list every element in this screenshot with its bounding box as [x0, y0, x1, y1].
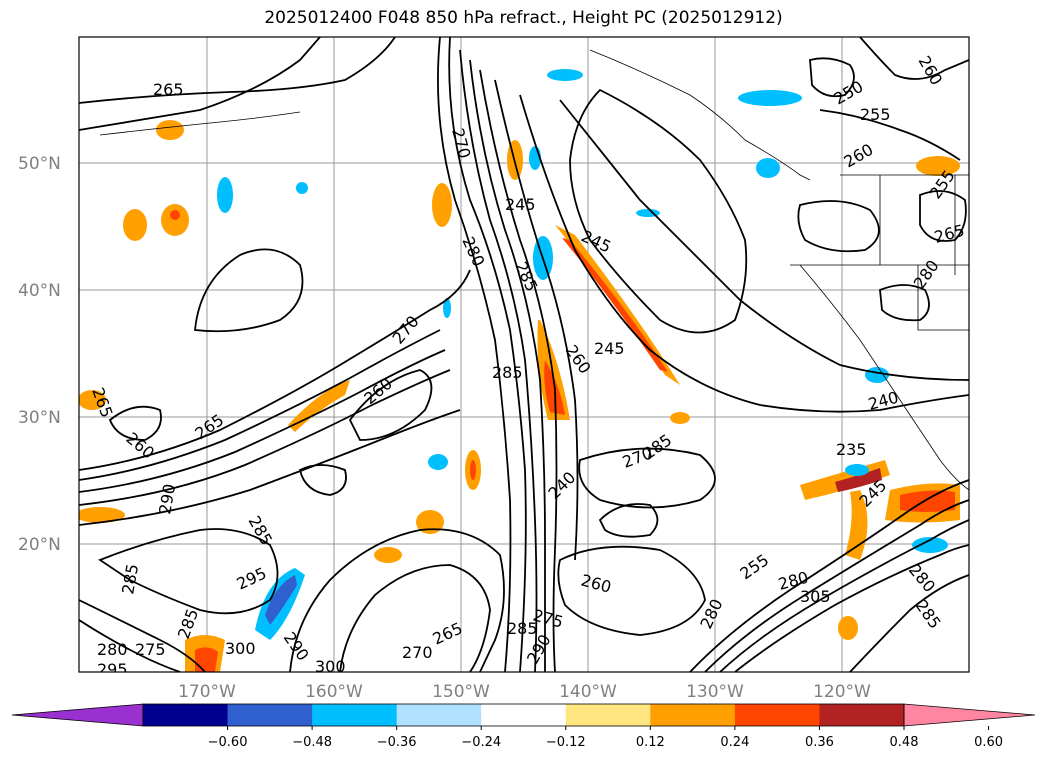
contour-label: 305	[800, 587, 831, 606]
lat-label: 30°N	[18, 408, 61, 428]
lon-label: 170°W	[178, 682, 236, 702]
colorbar-segment	[143, 704, 229, 726]
colorbar-tick-label: −0.60	[208, 735, 248, 750]
contour-label: 235	[836, 440, 867, 459]
lat-label: 50°N	[18, 154, 61, 174]
colorbar-segment	[396, 704, 482, 726]
contour-label: 285	[492, 363, 523, 382]
graticule	[79, 37, 969, 672]
height-contours	[79, 37, 969, 672]
lon-label: 140°W	[559, 682, 617, 702]
contour-label: 300	[315, 657, 346, 676]
colorbar-segment	[565, 704, 651, 726]
colorbar-frame	[142, 703, 905, 727]
colorbar-tick-label: 0.12	[636, 735, 665, 750]
lat-label: 40°N	[18, 281, 61, 301]
contour-label: 275	[135, 640, 166, 659]
lat-label: 20°N	[18, 535, 61, 555]
colorbar-extend-max	[903, 703, 1036, 727]
coastlines	[99, 49, 969, 491]
contour-label: 300	[225, 639, 256, 658]
colorbar-segment	[481, 704, 567, 726]
map-frame	[78, 36, 970, 673]
latitude-labels: 50°N 40°N 30°N 20°N	[18, 154, 61, 555]
colorbar-tick-label: −0.24	[461, 735, 501, 750]
colorbar-tick-label: 0.48	[890, 735, 919, 750]
lon-label: 160°W	[305, 682, 363, 702]
contour-label: 245	[594, 339, 625, 358]
contour-label: 265	[153, 80, 184, 99]
colorbar: −0.60 −0.48 −0.36 −0.24 −0.12 0.12 0.24 0.36 0.4…	[11, 703, 1036, 750]
lon-label: 120°W	[813, 682, 871, 702]
lon-label: 150°W	[432, 682, 490, 702]
colorbar-extend-min	[11, 703, 144, 727]
colorbar-tick-label: −0.36	[377, 735, 417, 750]
colorbar-segment	[227, 704, 313, 726]
colorbar-segment	[312, 704, 398, 726]
colorbar-segment	[819, 704, 905, 726]
colorbar-tick-label: −0.48	[292, 735, 332, 750]
chart-title: 2025012400 F048 850 hPa refract., Height…	[264, 8, 783, 28]
colorbar-tick-label: 0.36	[805, 735, 834, 750]
contour-label: 280	[97, 640, 128, 659]
contour-label: 285	[507, 619, 538, 638]
contour-label: 295	[97, 660, 128, 679]
colorbar-tick-label: −0.12	[546, 735, 586, 750]
lon-label: 130°W	[686, 682, 744, 702]
colorbar-segment	[650, 704, 736, 726]
contour-label: 270	[402, 643, 433, 662]
colorbar-segment	[734, 704, 820, 726]
contour-label: 245	[505, 195, 536, 214]
contour-label: 255	[860, 105, 891, 124]
longitude-labels: 170°W 160°W 150°W 140°W 130°W 120°W	[178, 682, 871, 702]
colorbar-tick-label: 0.60	[974, 735, 1003, 750]
colorbar-tick-label: 0.24	[720, 735, 749, 750]
